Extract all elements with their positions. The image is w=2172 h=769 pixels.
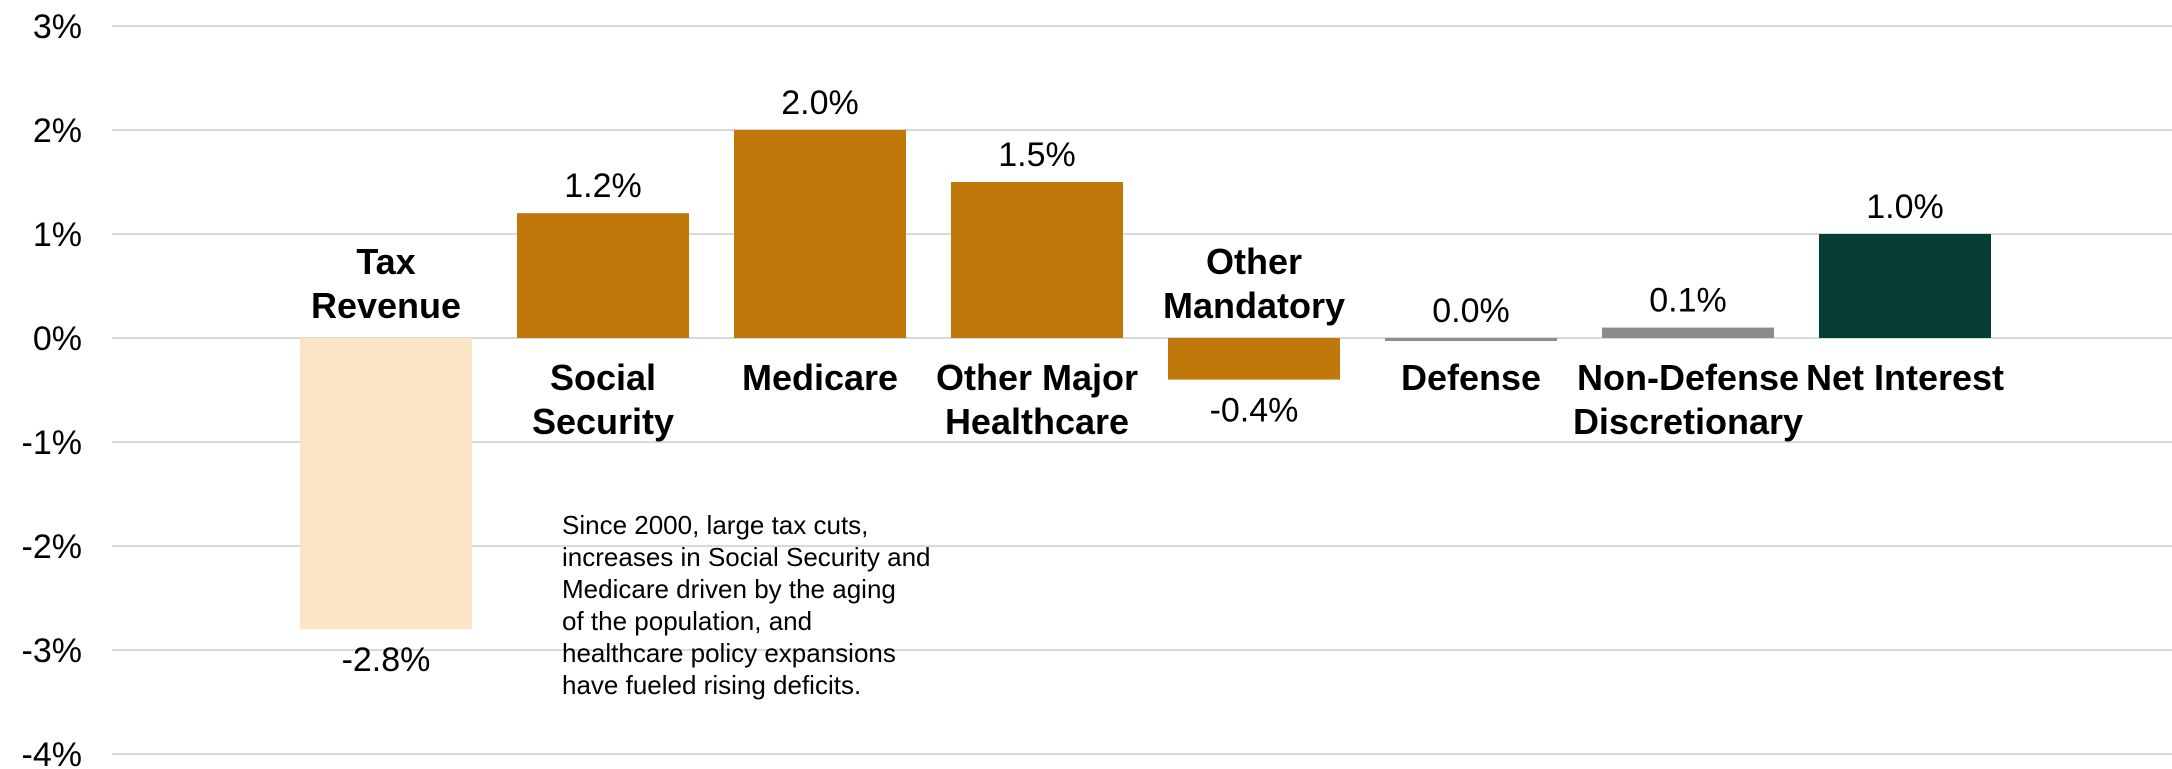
- labels: -2.8% Tax Revenue 1.2% Social Security 2.0% Med…: [311, 84, 2004, 679]
- y-tick-label: -4%: [22, 736, 82, 769]
- value-label: 0.0%: [1432, 292, 1510, 330]
- category-label: Medicare: [742, 357, 898, 398]
- bar: [1385, 338, 1557, 341]
- y-tick-label: 3%: [33, 8, 82, 46]
- y-tick-label: -2%: [22, 528, 82, 566]
- annotation: Since 2000, large tax cuts, increases in …: [562, 510, 931, 700]
- y-tick-label: -1%: [22, 424, 82, 462]
- value-label: -2.8%: [342, 641, 431, 679]
- y-tick-label: 2%: [33, 112, 82, 150]
- bar: [300, 338, 472, 630]
- category-label: Social Security: [532, 357, 674, 442]
- category-label: Other Major Healthcare: [936, 357, 1138, 442]
- y-axis: 3% 2% 1% 0% -1% -2% -3% -4%: [22, 8, 82, 769]
- value-label: 0.1%: [1649, 282, 1727, 320]
- category-label: Tax Revenue: [311, 241, 461, 326]
- bar: [517, 213, 689, 338]
- y-tick-label: 0%: [33, 320, 82, 358]
- bar: [1168, 338, 1340, 380]
- annotation-text: Since 2000, large tax cuts, increases in …: [562, 510, 931, 700]
- category-label: Other Mandatory: [1163, 241, 1345, 326]
- y-tick-label: 1%: [33, 216, 82, 254]
- value-label: 2.0%: [781, 84, 859, 122]
- value-label: 1.5%: [998, 136, 1076, 174]
- value-label: 1.0%: [1866, 188, 1944, 226]
- bar: [951, 182, 1123, 338]
- value-label: -0.4%: [1210, 392, 1299, 430]
- bars: [300, 130, 1991, 630]
- category-label: Defense: [1401, 357, 1541, 398]
- value-label: 1.2%: [564, 167, 642, 205]
- bar: [1819, 234, 1991, 338]
- y-tick-label: -3%: [22, 632, 82, 670]
- bar: [1602, 327, 1774, 338]
- category-label: Net Interest: [1806, 357, 2004, 398]
- category-label: Non-Defense Discretionary: [1573, 357, 1803, 442]
- bar: [734, 130, 906, 338]
